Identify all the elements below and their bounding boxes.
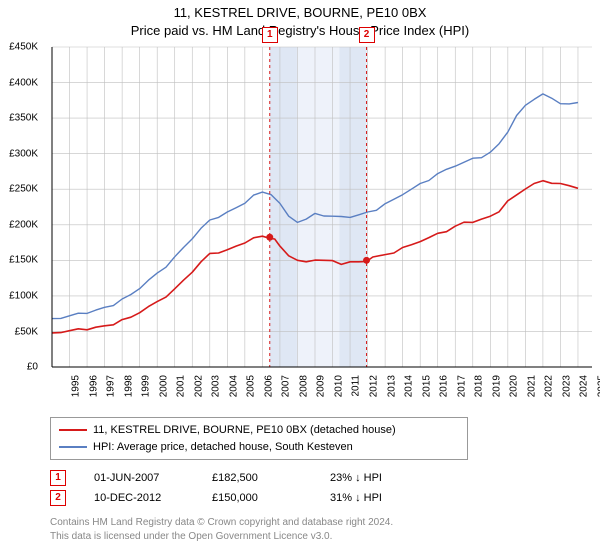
footer-line-1: Contains HM Land Registry data © Crown c… — [50, 516, 600, 530]
y-axis-label: £150K — [0, 255, 38, 266]
x-axis-label: 2007 — [281, 375, 292, 397]
footer-attribution: Contains HM Land Registry data © Crown c… — [50, 516, 600, 543]
sale-row: 2 10-DEC-2012 £150,000 31% ↓ HPI — [50, 488, 600, 508]
x-axis-label: 2017 — [456, 375, 467, 397]
y-axis-label: £350K — [0, 113, 38, 124]
sale-price: £182,500 — [212, 472, 302, 484]
sale-price: £150,000 — [212, 492, 302, 504]
x-axis-label: 2001 — [175, 375, 186, 397]
x-axis-label: 2009 — [316, 375, 327, 397]
x-axis-label: 2008 — [298, 375, 309, 397]
chart-marker-1: 1 — [262, 27, 278, 43]
sale-delta: 31% ↓ HPI — [330, 492, 420, 504]
y-axis-label: £200K — [0, 219, 38, 230]
y-axis-label: £450K — [0, 42, 38, 53]
x-axis-label: 2011 — [350, 375, 361, 397]
x-axis-label: 2005 — [246, 375, 257, 397]
x-axis-label: 2021 — [526, 375, 537, 397]
title-subtitle: Price paid vs. HM Land Registry's House … — [0, 22, 600, 40]
sale-marker-icon: 2 — [50, 490, 66, 506]
y-axis-label: £300K — [0, 148, 38, 159]
x-axis-label: 2022 — [544, 375, 555, 397]
x-axis-label: 2013 — [386, 375, 397, 397]
legend-row: 11, KESTREL DRIVE, BOURNE, PE10 0BX (det… — [59, 422, 459, 439]
x-axis-label: 2012 — [368, 375, 379, 397]
chart-container: 11, KESTREL DRIVE, BOURNE, PE10 0BX Pric… — [0, 0, 600, 543]
x-axis-label: 2024 — [579, 375, 590, 397]
title-address: 11, KESTREL DRIVE, BOURNE, PE10 0BX — [0, 4, 600, 22]
x-axis-label: 2010 — [333, 375, 344, 397]
legend: 11, KESTREL DRIVE, BOURNE, PE10 0BX (det… — [50, 417, 468, 460]
x-axis-label: 1995 — [70, 375, 81, 397]
chart-area: £0£50K£100K£150K£200K£250K£300K£350K£400… — [40, 41, 600, 411]
x-axis-label: 2019 — [491, 375, 502, 397]
x-axis-label: 2003 — [211, 375, 222, 397]
x-axis-label: 2018 — [473, 375, 484, 397]
title-block: 11, KESTREL DRIVE, BOURNE, PE10 0BX Pric… — [0, 0, 600, 41]
footer-line-2: This data is licensed under the Open Gov… — [50, 530, 600, 544]
sales-table: 1 01-JUN-2007 £182,500 23% ↓ HPI 2 10-DEC-201… — [50, 468, 600, 508]
y-axis-label: £250K — [0, 184, 38, 195]
x-axis-label: 2004 — [228, 375, 239, 397]
legend-label: HPI: Average price, detached house, Sout… — [93, 439, 353, 456]
x-axis-label: 1999 — [140, 375, 151, 397]
sale-date: 10-DEC-2012 — [94, 492, 184, 504]
x-axis-label: 2016 — [438, 375, 449, 397]
legend-swatch — [59, 446, 87, 448]
sale-row: 1 01-JUN-2007 £182,500 23% ↓ HPI — [50, 468, 600, 488]
x-axis-label: 2000 — [158, 375, 169, 397]
x-axis-label: 2023 — [561, 375, 572, 397]
sale-date: 01-JUN-2007 — [94, 472, 184, 484]
x-axis-label: 1997 — [105, 375, 116, 397]
legend-row: HPI: Average price, detached house, Sout… — [59, 439, 459, 456]
y-axis-label: £100K — [0, 290, 38, 301]
x-axis-label: 2025 — [596, 375, 600, 397]
sale-delta: 23% ↓ HPI — [330, 472, 420, 484]
chart-marker-2: 2 — [359, 27, 375, 43]
y-axis-label: £50K — [0, 326, 38, 337]
x-axis-label: 1998 — [123, 375, 134, 397]
x-axis-label: 2006 — [263, 375, 274, 397]
x-axis-label: 2020 — [509, 375, 520, 397]
legend-label: 11, KESTREL DRIVE, BOURNE, PE10 0BX (det… — [93, 422, 396, 439]
y-axis-label: £400K — [0, 77, 38, 88]
line-chart-svg — [40, 41, 600, 375]
x-axis-label: 2015 — [421, 375, 432, 397]
y-axis-label: £0 — [0, 362, 38, 373]
legend-swatch — [59, 429, 87, 431]
x-axis-label: 2014 — [403, 375, 414, 397]
x-axis-label: 2002 — [193, 375, 204, 397]
x-axis-label: 1996 — [88, 375, 99, 397]
sale-marker-icon: 1 — [50, 470, 66, 486]
